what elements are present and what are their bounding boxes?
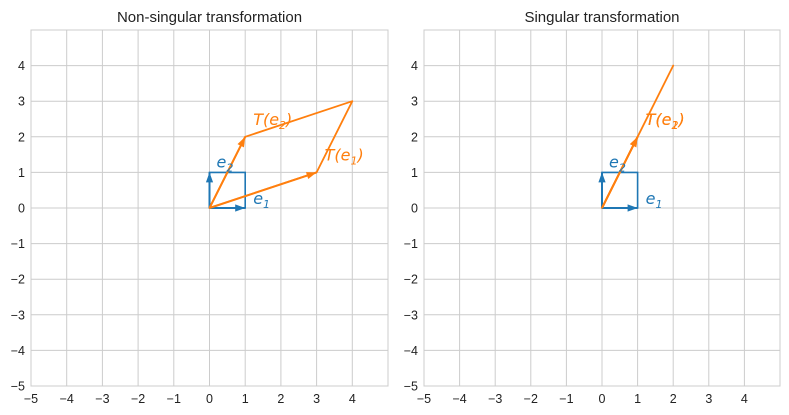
x-tick-label: 1 [242,392,249,406]
panel-singular: Singular transformation −5 −4 −3 −2 −1 0 1 2 3 4 −5… [404,9,781,406]
transformed-vector-2 [208,136,247,209]
basis-label-2: e2 [217,152,234,174]
transformed-label-2: T(e2) [253,110,292,132]
transformed-vector-1 [209,171,317,209]
y-tick-label: 0 [18,202,25,216]
x-tick-label: −4 [452,392,466,406]
x-tick-label: 0 [599,392,606,406]
x-tick-label: −2 [131,392,145,406]
y-tick-label: −5 [11,380,25,394]
x-tick-label: 4 [349,392,356,406]
basis-label-1: e1 [646,189,663,211]
y-tick-label: −3 [404,308,418,322]
panel-non-singular: Non-singular transformation −5 −4 −3 −2 −1 0 1 2… [11,9,389,406]
y-tick-label: 4 [18,59,25,73]
basis-arrowhead-2 [205,172,214,183]
x-tick-label: 3 [313,392,320,406]
x-tick-label: −2 [524,392,538,406]
x-tick-label: −5 [24,392,38,406]
basis-arrowhead-1 [235,204,246,212]
plot-frame [423,29,781,387]
x-tick-label: −3 [95,392,109,406]
basis-label-2: e2 [609,152,626,174]
y-tick-label: −4 [404,344,418,358]
y-tick-label: 2 [18,130,25,144]
transformed-label-2: T(e2) [646,110,685,132]
x-tick-label: 2 [277,392,284,406]
transformed-vector-2 [601,136,639,209]
y-tick-label: 4 [411,59,418,73]
x-tick-label: 4 [741,392,748,406]
y-tick-label: −1 [404,237,418,251]
transformed-arrowhead-1 [305,172,317,179]
y-tick-label: −4 [11,344,25,358]
plot-frame [30,29,389,387]
x-tick-label: 1 [634,392,641,406]
y-tick-label: −1 [11,237,25,251]
basis-label-1: e1 [253,189,270,211]
transformed-arrowhead-2 [629,136,638,148]
x-tick-label: −5 [417,392,431,406]
basis-arrowhead-2 [598,172,606,183]
y-tick-label: 2 [411,130,418,144]
y-tick-label: −2 [11,273,25,287]
y-tick-label: 1 [411,166,418,180]
y-tick-label: 3 [411,95,418,109]
x-tick-label: −1 [167,392,181,406]
x-tick-label: 0 [206,392,213,406]
transformed-label-1: T(e1) [325,145,364,167]
transformed-arrowhead-2 [237,136,246,148]
unit-square [601,171,639,209]
y-tick-label: −5 [404,380,418,394]
x-tick-label: −1 [559,392,573,406]
y-tick-label: 0 [411,202,418,216]
chart-title: Non-singular transformation [117,9,302,26]
transformed-label-1: T(e1) [646,110,685,132]
x-tick-label: −4 [60,392,74,406]
y-tick-label: 1 [18,166,25,180]
chart-title: Singular transformation [524,9,679,26]
y-tick-label: −3 [11,308,25,322]
x-tick-label: −3 [488,392,502,406]
x-tick-label: 3 [705,392,712,406]
y-tick-label: 3 [18,95,25,109]
basis-arrowhead-1 [627,204,638,212]
y-tick-label: −2 [404,273,418,287]
x-tick-label: 2 [670,392,677,406]
